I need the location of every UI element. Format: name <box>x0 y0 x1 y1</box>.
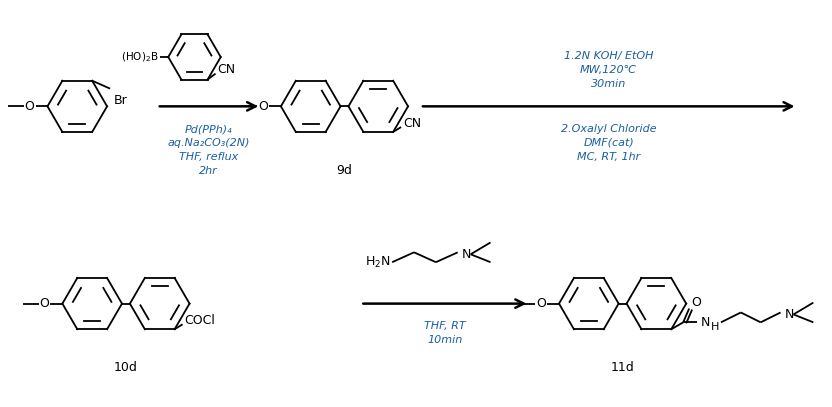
Text: MC, RT, 1hr: MC, RT, 1hr <box>577 152 641 162</box>
Text: O: O <box>25 100 35 113</box>
Text: 10d: 10d <box>114 361 138 374</box>
Text: DMF(cat): DMF(cat) <box>583 138 634 148</box>
Text: 2.Oxalyl Chloride: 2.Oxalyl Chloride <box>561 124 656 134</box>
Text: CN: CN <box>217 63 235 76</box>
Text: 1.2N KOH/ EtOH: 1.2N KOH/ EtOH <box>564 51 653 61</box>
Text: H: H <box>711 322 720 332</box>
Text: O: O <box>691 296 701 309</box>
Text: 9d: 9d <box>336 164 353 177</box>
Text: 11d: 11d <box>611 361 635 374</box>
Text: (HO)$_2$B: (HO)$_2$B <box>121 50 158 64</box>
Text: COCl: COCl <box>185 314 215 327</box>
Text: 2hr: 2hr <box>199 166 218 175</box>
Text: O: O <box>40 297 49 310</box>
Text: aq.Na₂CO₃(2N): aq.Na₂CO₃(2N) <box>167 138 250 148</box>
Text: MW,120℃: MW,120℃ <box>580 65 637 75</box>
Text: N: N <box>701 316 711 329</box>
Text: N: N <box>785 308 794 321</box>
Text: 10min: 10min <box>427 335 463 345</box>
Text: Br: Br <box>114 94 128 107</box>
Text: O: O <box>536 297 546 310</box>
Text: THF, reflux: THF, reflux <box>179 152 238 162</box>
Text: CN: CN <box>403 116 421 129</box>
Text: N: N <box>462 248 471 261</box>
Text: O: O <box>258 100 268 113</box>
Text: THF, RT: THF, RT <box>424 322 466 331</box>
Text: H$_2$N: H$_2$N <box>364 255 390 270</box>
Text: Pd(PPh)₄: Pd(PPh)₄ <box>185 124 232 134</box>
Text: 30min: 30min <box>591 79 626 89</box>
